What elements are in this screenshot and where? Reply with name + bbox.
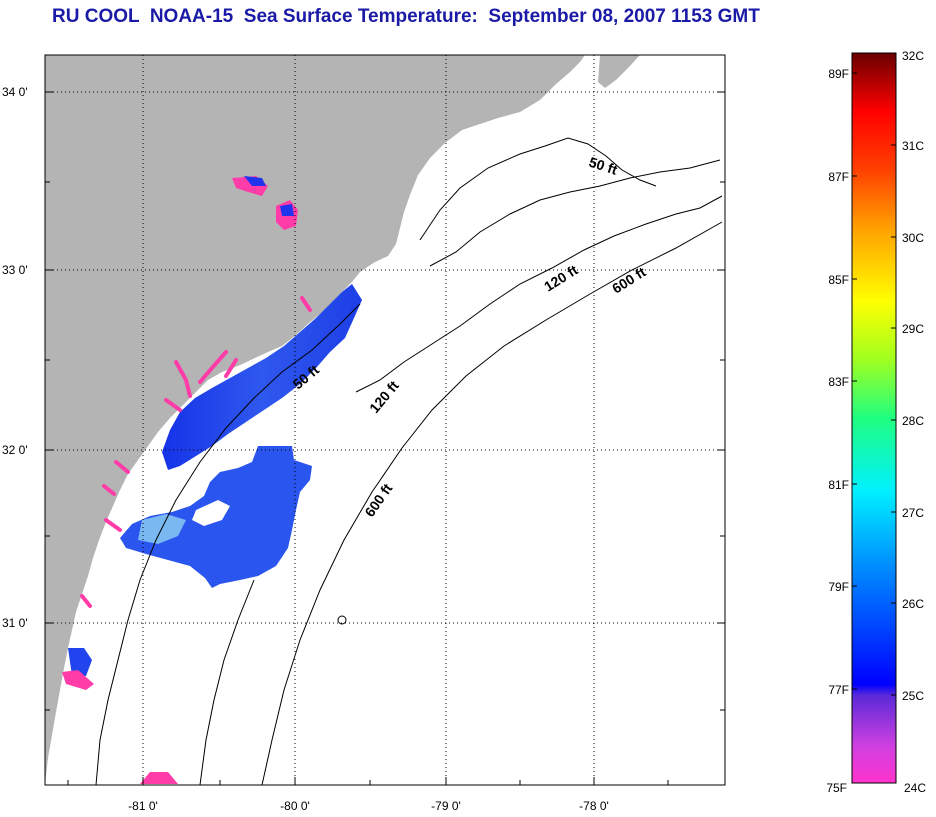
cb-f-85: 85F xyxy=(828,273,849,287)
cb-f-81: 81F xyxy=(828,478,849,492)
cb-f-75: 75F xyxy=(826,781,847,795)
estuaries xyxy=(80,296,312,608)
lat-label-34: 34 0' xyxy=(2,85,28,99)
lat-label-33: 33 0' xyxy=(2,263,28,277)
sst-patch-pink-3 xyxy=(140,772,178,784)
land-mass xyxy=(45,55,585,785)
cb-f-79: 79F xyxy=(828,580,849,594)
colorbar-fahrenheit-labels: 89F 87F 85F 83F 81F 79F 77F 75F xyxy=(826,67,849,795)
cb-c-27: 27C xyxy=(902,506,924,520)
colorbar xyxy=(851,52,897,784)
lat-label-31: 31 0' xyxy=(2,616,28,630)
land-islands xyxy=(598,55,640,88)
cb-c-31: 31C xyxy=(902,139,924,153)
graticule xyxy=(45,55,725,785)
cb-c-25: 25C xyxy=(902,689,924,703)
cb-f-77: 77F xyxy=(828,683,849,697)
cb-f-87: 87F xyxy=(828,170,849,184)
sst-patch-blue-1 xyxy=(244,176,266,186)
lat-label-32: 32 0' xyxy=(2,443,28,457)
cb-c-32: 32C xyxy=(902,49,924,63)
sst-patch-blue-3 xyxy=(68,648,92,676)
cb-f-89: 89F xyxy=(828,67,849,81)
map-area: 50 ft 120 ft 600 ft 50 ft 120 ft 600 ft xyxy=(45,55,725,785)
lon-label-81: -81 0' xyxy=(128,799,158,813)
colorbar-ticks xyxy=(852,72,896,696)
page-title: RU COOL NOAA-15 Sea Surface Temperature:… xyxy=(52,6,760,27)
colorbar-celsius-labels: 32C 31C 30C 29C 28C 27C 26C 25C 24C xyxy=(902,49,926,795)
cb-c-29: 29C xyxy=(902,322,924,336)
map-frame xyxy=(44,54,726,786)
sst-patch-pink-4 xyxy=(62,670,94,690)
sst-patch-blue-2 xyxy=(280,204,294,216)
lon-label-80: -80 0' xyxy=(280,799,310,813)
cloud-gap xyxy=(192,500,230,526)
cb-c-24: 24C xyxy=(904,781,926,795)
lon-label-79: -79 0' xyxy=(431,799,461,813)
sst-patch-coastal xyxy=(162,284,362,470)
depth-contours xyxy=(95,137,723,785)
lon-label-78: -78 0' xyxy=(579,799,609,813)
frame-ticks xyxy=(45,91,725,785)
cb-c-30: 30C xyxy=(902,231,924,245)
cb-c-26: 26C xyxy=(902,597,924,611)
cb-f-83: 83F xyxy=(828,375,849,389)
cb-c-28: 28C xyxy=(902,414,924,428)
